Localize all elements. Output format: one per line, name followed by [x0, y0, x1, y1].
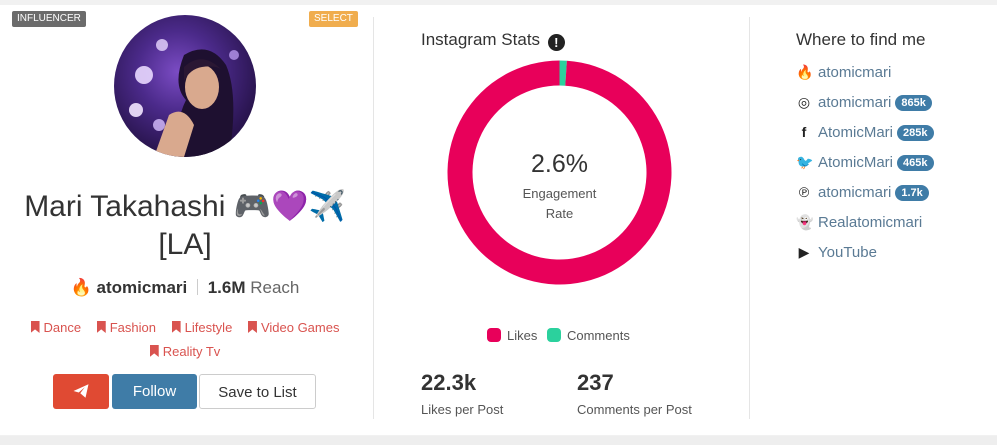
follower-count-badge: 465k [897, 155, 934, 171]
column-divider-right [749, 17, 750, 419]
tag-fashion[interactable]: Fashion [96, 316, 156, 340]
social-link-youtube[interactable]: ▶ YouTube [796, 244, 877, 261]
follower-count-badge: 285k [897, 125, 934, 141]
select-badge: SELECT [309, 11, 358, 27]
bookmark-icon [171, 321, 181, 333]
likes-per-post-label: Likes per Post [421, 402, 504, 417]
instagram-icon: ◎ [797, 94, 811, 110]
reach-label: Reach [250, 278, 300, 297]
name-line-2: [LA] [158, 228, 212, 261]
follower-count-badge: 1.7k [895, 185, 929, 201]
fire-icon: 🔥 [70, 278, 92, 297]
tag-reality-tv[interactable]: Reality Tv [149, 340, 220, 364]
pinterest-icon: ℗ [798, 184, 810, 200]
avatar[interactable] [114, 15, 256, 157]
comments-per-post-label: Comments per Post [577, 402, 692, 417]
legend-swatch-comments [546, 328, 561, 342]
legend-likes[interactable]: Likes [487, 328, 537, 343]
likes-per-post: 22.3k Likes per Post [421, 370, 503, 417]
category-tags: Dance Fashion Lifestyle Video Games Real… [10, 316, 360, 364]
likes-per-post-value: 22.3k [421, 370, 477, 395]
handle-link[interactable]: atomicmari [96, 278, 188, 297]
instagram-stats-title: Instagram Stats ! [421, 30, 565, 51]
fire-icon: 🔥 [796, 64, 814, 80]
social-link-twitter[interactable]: 🐦 AtomicMari 465k [796, 154, 934, 171]
youtube-icon: ▶ [798, 244, 810, 260]
tag-dance[interactable]: Dance [30, 316, 81, 340]
twitter-icon: 🐦 [796, 154, 814, 170]
follow-button[interactable]: Follow [112, 374, 197, 409]
reach-row: 🔥 atomicmari 1.6M Reach [0, 278, 370, 298]
engagement-rate-label: Engagement Rate [522, 186, 597, 221]
comments-per-post: 237 Comments per Post [577, 370, 692, 417]
bottom-strip [0, 436, 997, 445]
name-line-1: Mari Takahashi 🎮💜✈️ [24, 190, 346, 223]
engagement-donut-chart [447, 60, 672, 285]
bookmark-icon [96, 321, 106, 333]
legend-comments[interactable]: Comments [546, 328, 630, 343]
comments-per-post-value: 237 [577, 370, 614, 395]
info-icon[interactable]: ! [547, 34, 565, 51]
bookmark-icon [247, 321, 257, 333]
influencer-name: Mari Takahashi 🎮💜✈️ [LA] [0, 188, 370, 264]
column-divider-left [373, 17, 374, 419]
social-link-snapchat[interactable]: 👻 Realatomicmari [796, 214, 923, 231]
bookmark-icon [149, 345, 159, 357]
snapchat-icon: 👻 [796, 214, 814, 230]
facebook-icon: f [801, 124, 807, 140]
bookmark-icon [30, 321, 40, 333]
legend-swatch-likes [487, 328, 501, 342]
send-message-button[interactable] [53, 374, 109, 409]
tag-video-games[interactable]: Video Games [247, 316, 339, 340]
reach-value: 1.6M [207, 278, 246, 297]
influencer-badge: INFLUENCER [12, 11, 86, 27]
avatar-image [129, 39, 239, 157]
save-to-list-button[interactable]: Save to List [199, 374, 316, 409]
tag-lifestyle[interactable]: Lifestyle [171, 316, 232, 340]
social-link-site[interactable]: 🔥 atomicmari [796, 64, 892, 81]
reach-separator [196, 279, 198, 295]
paper-plane-icon [73, 384, 89, 398]
donut-slice-comments[interactable] [559, 60, 567, 86]
social-link-pinterest[interactable]: ℗ atomicmari 1.7k [796, 184, 929, 201]
where-to-find-me-title: Where to find me [796, 30, 926, 49]
engagement-rate-value: 2.6% [531, 150, 588, 178]
chart-legend: Likes Comments [487, 328, 636, 343]
social-link-instagram[interactable]: ◎ atomicmari 865k [796, 94, 932, 111]
follower-count-badge: 865k [895, 95, 932, 111]
social-link-facebook[interactable]: f AtomicMari 285k [796, 124, 934, 141]
